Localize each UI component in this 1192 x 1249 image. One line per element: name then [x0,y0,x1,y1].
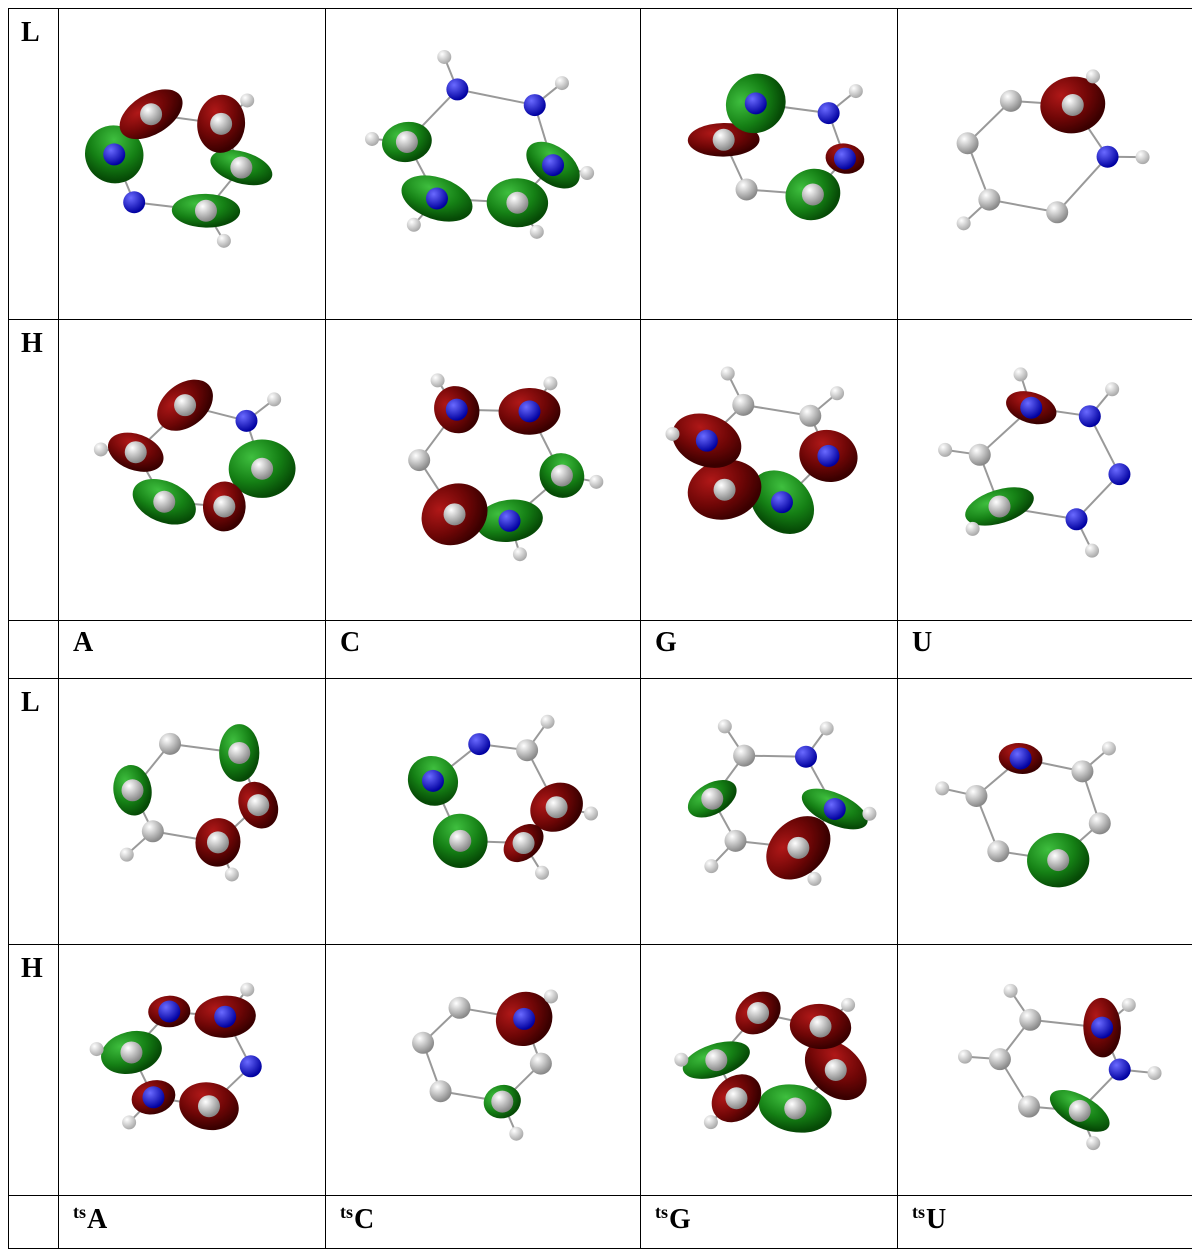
orbital-row: H [9,945,1192,1196]
orbital-image [326,945,640,1195]
orbital-label: H [9,945,59,1196]
molecule-name: C [326,621,641,679]
orbital-label: L [9,9,59,320]
name-text: U [926,1204,946,1235]
image-cell [898,679,1192,945]
orbital-image [641,9,897,319]
image-cell [59,679,326,945]
image-cell [326,679,641,945]
image-cell [59,9,326,320]
orbital-image [59,320,325,620]
image-cell [898,320,1192,621]
image-cell [898,9,1192,320]
molecule-name: G [641,621,898,679]
molecule-name: tsG [641,1196,898,1249]
orbital-image [641,945,897,1195]
orbital-image [898,679,1192,944]
orbital-image [59,679,325,944]
name-text: C [354,1204,374,1235]
molecule-name: A [59,621,326,679]
image-cell [326,9,641,320]
orbital-image [898,320,1192,620]
image-cell [641,9,898,320]
orbital-image [641,320,897,620]
empty-cell [9,1196,59,1249]
name-prefix: ts [340,1202,353,1222]
orbital-row: H [9,320,1192,621]
name-text: C [340,627,360,658]
orbital-image [326,320,640,620]
image-cell [641,945,898,1196]
orbital-image [641,679,897,944]
image-cell [898,945,1192,1196]
name-text: U [912,627,932,658]
orbital-row: L [9,9,1192,320]
orbital-label: L [9,679,59,945]
orbital-row: L [9,679,1192,945]
orbital-image [326,9,640,319]
orbital-image [898,945,1192,1195]
orbital-image [59,945,325,1195]
name-text: A [87,1204,107,1235]
name-text: G [669,1204,691,1235]
name-text: A [73,627,93,658]
image-cell [59,320,326,621]
orbital-image [59,9,325,319]
orbital-image [898,9,1192,319]
name-prefix: ts [912,1202,925,1222]
image-cell [641,679,898,945]
molecule-name: tsA [59,1196,326,1249]
molecule-name: tsU [898,1196,1192,1249]
image-cell [641,320,898,621]
image-cell [326,945,641,1196]
orbital-image [326,679,640,944]
name-text: G [655,627,677,658]
name-prefix: ts [73,1202,86,1222]
molecule-name: tsC [326,1196,641,1249]
image-cell [59,945,326,1196]
molecule-name: U [898,621,1192,679]
image-cell [326,320,641,621]
orbital-label: H [9,320,59,621]
name-prefix: ts [655,1202,668,1222]
empty-cell [9,621,59,679]
